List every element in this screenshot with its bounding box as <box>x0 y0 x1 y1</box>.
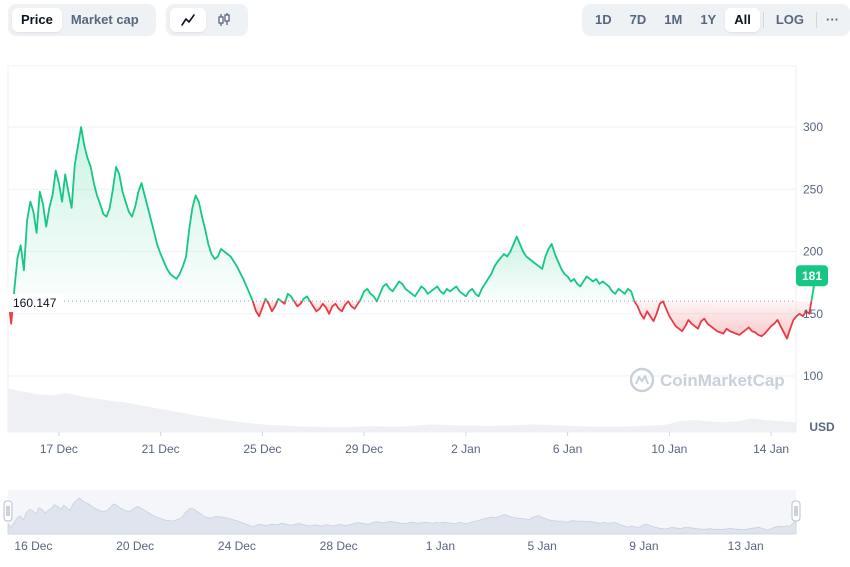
toolbar-divider <box>816 12 818 28</box>
x-tick-label: 21 Dec <box>142 442 180 456</box>
price-line-down <box>309 300 361 315</box>
x-tick-label: 14 Jan <box>753 442 789 456</box>
price-line-up <box>12 126 254 302</box>
navigator-handle-right[interactable] <box>791 500 801 522</box>
volume-shape <box>8 388 796 432</box>
area-below-baseline <box>634 301 812 339</box>
y-tick-label: 150 <box>803 307 823 321</box>
volume-area <box>8 388 796 432</box>
tab-price[interactable]: Price <box>12 8 62 32</box>
y-tick-label: 300 <box>803 120 823 134</box>
price-line-up <box>263 297 268 302</box>
price-line-up <box>276 297 282 302</box>
navigator-series-shape <box>7 497 797 535</box>
time-navigator[interactable]: 16 Dec 20 Dec 24 Dec 28 Dec 1 Jan 5 Jan 9 Jan 1… <box>3 490 801 553</box>
tab-market-cap[interactable]: Market cap <box>70 12 139 27</box>
range-1d[interactable]: 1D <box>595 12 612 27</box>
price-line-up <box>284 292 295 302</box>
x-tick-label: 29 Dec <box>345 442 383 456</box>
line-chart-icon <box>181 14 195 26</box>
current-price-badge <box>796 265 828 287</box>
area-above-baseline <box>376 236 635 302</box>
currency-label: USD <box>809 420 835 434</box>
x-tick-label: 6 Jan <box>553 442 582 456</box>
watermark: CoinMarketCap <box>629 367 785 393</box>
price-line-layer <box>7 126 817 340</box>
y-tick-label: 100 <box>803 369 823 383</box>
x-axis: 17 Dec 21 Dec 25 Dec 29 Dec 2 Jan 6 Jan 10 Jan… <box>40 432 789 456</box>
chart-type-group <box>166 4 248 36</box>
x-tick-label: 17 Dec <box>40 442 78 456</box>
price-line-down <box>266 300 279 313</box>
navigator-tick-label: 28 Dec <box>320 539 358 553</box>
baseline-label: 160.147 <box>13 296 57 310</box>
x-tick-label: 2 Jan <box>451 442 480 456</box>
price-line-up <box>358 288 378 302</box>
y-axis: 300 250 200 150 100 <box>803 120 823 383</box>
coinmarketcap-logo-icon <box>629 367 655 393</box>
navigator-tick-label: 16 Dec <box>14 539 52 553</box>
price-line-down <box>280 300 287 305</box>
range-tab-group: 1D 7D 1M 1Y All LOG ··· <box>582 4 850 36</box>
price-line-up <box>376 235 636 302</box>
current-price-label: 181 <box>802 269 822 283</box>
baseline-label-bg <box>6 294 64 312</box>
range-all[interactable]: All <box>725 8 760 32</box>
navigator-tick-label: 9 Jan <box>629 539 658 553</box>
area-below-baseline <box>294 301 303 307</box>
y-tick-label: 250 <box>803 182 823 196</box>
area-below-baseline <box>252 301 265 317</box>
line-chart-button[interactable] <box>170 8 206 32</box>
price-line-down <box>633 300 813 340</box>
area-above-baseline <box>811 275 816 302</box>
area-above-baseline <box>359 288 377 302</box>
navigator-tick-label: 5 Jan <box>527 539 556 553</box>
navigator-tick-label: 20 Dec <box>116 539 154 553</box>
watermark-text: CoinMarketCap <box>660 371 785 390</box>
range-1y[interactable]: 1Y <box>700 12 717 27</box>
navigator-tick-label: 1 Jan <box>426 539 455 553</box>
area-above-baseline <box>302 296 310 302</box>
metric-tab-group: Price Market cap <box>8 4 156 36</box>
navigator-tick-label: 13 Jan <box>728 539 764 553</box>
navigator-handle-left[interactable] <box>3 500 13 522</box>
range-7d[interactable]: 7D <box>629 12 647 27</box>
price-line-down <box>293 300 303 308</box>
price-line-up <box>301 295 311 302</box>
log-scale-button[interactable]: LOG <box>775 12 805 27</box>
y-tick-label: 200 <box>803 245 823 259</box>
price-line-down <box>251 300 266 318</box>
logo-mark <box>635 375 649 385</box>
candlestick-button[interactable] <box>206 8 242 32</box>
price-area-layer <box>8 127 816 339</box>
candlestick-icon <box>218 13 230 26</box>
navigator-tick-label: 24 Dec <box>218 539 256 553</box>
x-tick-label: 25 Dec <box>243 442 281 456</box>
more-options-button[interactable]: ··· <box>826 12 840 27</box>
toolbar-divider <box>762 12 764 28</box>
range-1m[interactable]: 1M <box>664 12 683 27</box>
x-tick-label: 10 Jan <box>651 442 687 456</box>
